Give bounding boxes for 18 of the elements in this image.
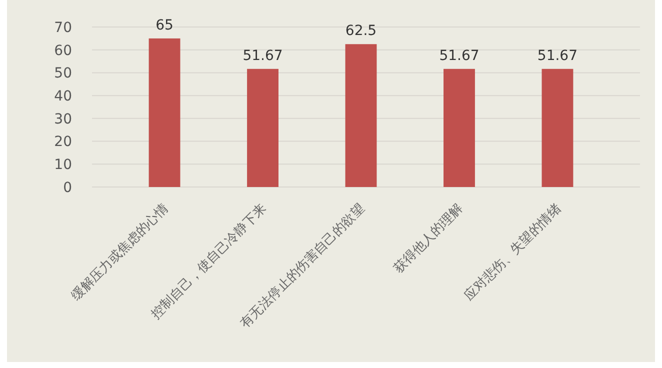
y-tick-label: 0 (63, 180, 72, 196)
data-label: 65 (156, 17, 174, 34)
data-label: 51.67 (439, 48, 480, 64)
y-tick-label: 10 (54, 157, 72, 174)
y-tick-label: 30 (54, 111, 72, 128)
bar (148, 38, 180, 187)
y-tick-label: 60 (54, 42, 72, 59)
y-tick-label: 50 (54, 66, 72, 82)
bar (542, 68, 574, 187)
bar (444, 68, 475, 187)
y-tick-label: 40 (54, 88, 72, 104)
data-label: 62.5 (345, 23, 377, 40)
data-label: 51.67 (537, 48, 578, 64)
bar (247, 68, 278, 187)
y-tick-label: 20 (54, 134, 72, 150)
bar (345, 44, 377, 187)
data-label: 51.67 (242, 48, 283, 64)
y-tick-label: 70 (54, 20, 72, 36)
